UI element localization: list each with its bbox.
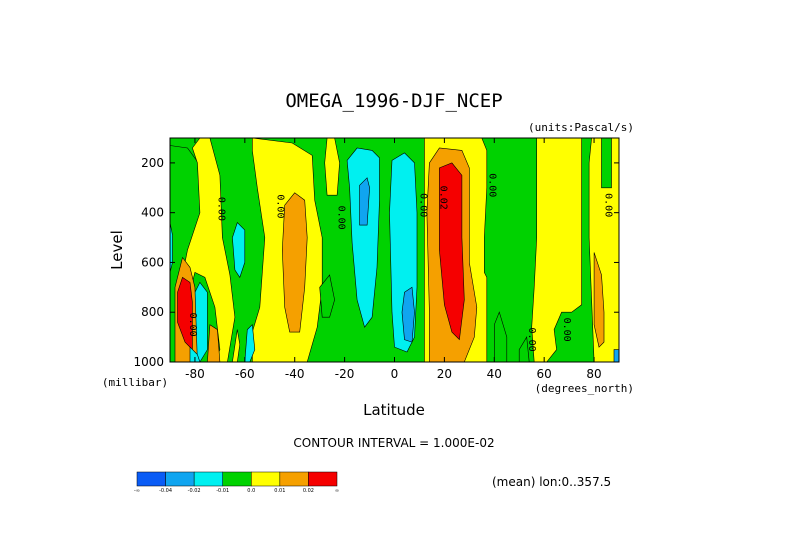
x-tick-label: -40: [285, 367, 305, 381]
legend-label: -0.02: [188, 488, 201, 494]
y-tick-label: 400: [141, 206, 164, 220]
contour-label: 0.02: [438, 186, 449, 210]
contour-interval-note: CONTOUR INTERVAL = 1.000E-02: [293, 436, 494, 450]
contour-region-green: [319, 274, 335, 318]
x-tick-label: 40: [487, 367, 502, 381]
contour-label: 0.00: [335, 206, 346, 230]
contour-region-red: [177, 276, 193, 351]
contour-labels: 0.00 0.00 0.00 0.00 0.02 0.00 0.00 0.00 0.00 0.00: [187, 173, 613, 351]
contour-label: 0.00: [187, 313, 198, 337]
x-tick-label: -80: [185, 367, 205, 381]
contour-region-green: [601, 137, 612, 189]
legend-label: -0.04: [159, 488, 172, 494]
contour-label: 0.00: [561, 318, 572, 342]
x-axis-title: Latitude: [363, 401, 425, 419]
contour-label: 0.00: [274, 194, 285, 218]
x-tick-label: 20: [437, 367, 452, 381]
mean-note: (mean) lon:0..357.5: [492, 475, 611, 489]
chart-title: OMEGA_1996-DJF_NCEP: [285, 90, 502, 112]
x-axis: -80 -60 -40 -20 0 20 40 60 80: [185, 138, 602, 381]
y-axis-title: Level: [108, 230, 126, 270]
contour-region-orange: [593, 252, 605, 348]
contour-label: 0.00: [486, 173, 497, 197]
x-tick-label: -20: [335, 367, 355, 381]
legend-label: -∞: [134, 488, 140, 494]
x-tick-label: -60: [235, 367, 255, 381]
contour-region-cyan: [232, 222, 246, 279]
legend-swatch: [279, 471, 309, 487]
legend-swatch: [165, 471, 195, 487]
y-tick-label: 800: [141, 305, 164, 319]
legend-swatch: [193, 471, 223, 487]
legend-swatch: [136, 471, 166, 487]
y-axis: 200 400 600 800 1000: [133, 156, 619, 369]
contour-region-blue: [613, 349, 620, 363]
legend-label: 0.02: [303, 488, 314, 494]
y-tick-label: 600: [141, 255, 164, 269]
contour-label: 0.00: [418, 193, 429, 217]
contour-label: 0.00: [526, 328, 537, 352]
x-tick-label: 0: [391, 367, 399, 381]
contour-label: 0.00: [602, 193, 613, 217]
y-tick-label: 200: [141, 156, 164, 170]
contour-region-cyan: [244, 324, 256, 363]
contour-regions: [169, 137, 620, 363]
legend-label: ∞: [335, 488, 339, 494]
x-unit-label: (degrees_north): [535, 382, 634, 395]
color-legend: -∞ -0.04 -0.02 -0.01 0.0 0.01 0.02 ∞: [134, 471, 339, 494]
x-tick-label: 80: [586, 367, 601, 381]
legend-label: -0.01: [216, 488, 229, 494]
y-unit-label: (millibar): [102, 376, 168, 389]
contour-label: 0.00: [216, 197, 227, 221]
contour-region-green: [493, 311, 508, 363]
contour-region-red: [439, 162, 465, 341]
contour-region-yellow: [531, 137, 582, 363]
legend-label: 0.01: [274, 488, 285, 494]
x-tick-label: 60: [537, 367, 552, 381]
units-label: (units:Pascal/s): [528, 121, 634, 134]
y-tick-label: 1000: [133, 355, 164, 369]
contour-region-blue: [359, 177, 370, 226]
legend-swatch: [251, 471, 281, 487]
legend-label: 0.0: [247, 488, 255, 494]
contour-region-orange: [281, 192, 308, 333]
contour-region-cyan: [346, 147, 380, 328]
legend-swatch: [222, 471, 252, 487]
legend-swatch: [308, 471, 338, 487]
contour-region-blue: [401, 286, 415, 343]
